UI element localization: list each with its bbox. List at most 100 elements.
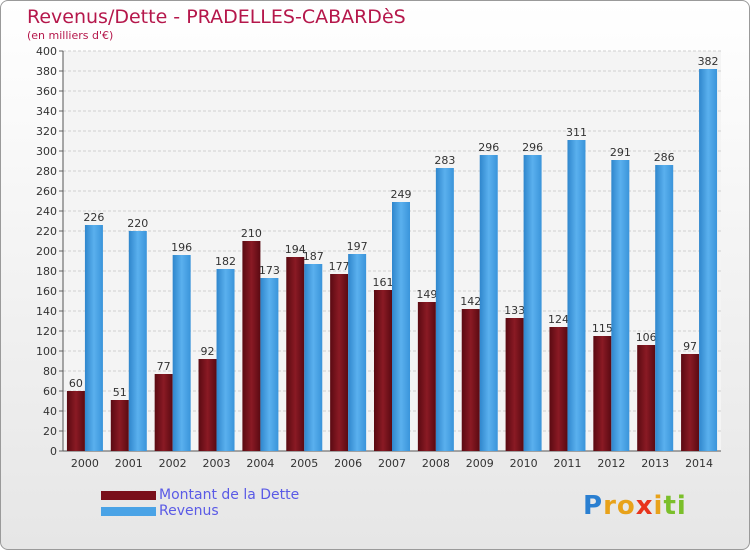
- data-label: 296: [478, 141, 499, 154]
- bar-revenus: [479, 155, 498, 451]
- data-label: 311: [566, 126, 587, 139]
- data-label: 187: [303, 250, 324, 263]
- legend-item-dette: Montant de la Dette: [101, 487, 299, 503]
- data-label: 210: [241, 227, 262, 240]
- logo-letter: i: [653, 491, 664, 521]
- logo-letter: i: [676, 491, 687, 521]
- data-label: 51: [113, 386, 127, 399]
- y-tick-label: 400: [36, 45, 57, 58]
- data-label: 196: [171, 241, 192, 254]
- y-tick-label: 40: [43, 405, 57, 418]
- x-tick-label: 2005: [290, 457, 318, 470]
- bar-revenus: [84, 225, 103, 451]
- data-label: 177: [329, 260, 350, 273]
- y-tick-label: 360: [36, 85, 57, 98]
- data-label: 220: [127, 217, 148, 230]
- x-tick-label: 2007: [378, 457, 406, 470]
- legend-item-revenus: Revenus: [101, 503, 299, 519]
- legend-swatch-dette: [101, 490, 156, 500]
- data-label: 97: [683, 340, 697, 353]
- data-label: 194: [285, 243, 306, 256]
- bar-dette: [154, 374, 173, 451]
- data-label: 291: [610, 146, 631, 159]
- bar-revenus: [523, 155, 542, 451]
- data-label: 296: [522, 141, 543, 154]
- bar-revenus: [260, 278, 279, 451]
- y-tick-label: 120: [36, 325, 57, 338]
- data-label: 92: [201, 345, 215, 358]
- data-label: 283: [434, 154, 455, 167]
- bar-dette: [593, 336, 612, 451]
- bar-revenus: [128, 231, 147, 451]
- y-tick-label: 140: [36, 305, 57, 318]
- bar-dette: [330, 274, 349, 451]
- data-label: 382: [698, 55, 719, 68]
- data-label: 115: [592, 322, 613, 335]
- data-label: 149: [416, 288, 437, 301]
- x-tick-label: 2011: [553, 457, 581, 470]
- data-label: 249: [391, 188, 412, 201]
- bar-revenus: [392, 202, 410, 451]
- data-label: 286: [654, 151, 675, 164]
- chart-title: Revenus/Dette - PRADELLES-CABARDèS: [27, 6, 406, 28]
- x-tick-label: 2014: [685, 457, 713, 470]
- logo-letter: o: [616, 491, 636, 521]
- y-tick-label: 300: [36, 145, 57, 158]
- bar-dette: [417, 302, 436, 451]
- bar-dette: [110, 400, 129, 451]
- data-label: 197: [347, 240, 368, 253]
- bar-dette: [681, 354, 700, 451]
- data-label: 124: [548, 313, 569, 326]
- bar-revenus: [348, 254, 367, 451]
- x-tick-label: 2000: [71, 457, 99, 470]
- y-tick-label: 320: [36, 125, 57, 138]
- x-tick-label: 2002: [159, 457, 187, 470]
- data-label: 106: [636, 331, 657, 344]
- bar-dette: [198, 359, 217, 451]
- bar-dette: [242, 241, 261, 451]
- logo-letter: t: [663, 491, 677, 521]
- data-label: 133: [504, 304, 525, 317]
- proxiti-logo: Proxiti: [583, 491, 687, 521]
- data-label: 60: [69, 377, 83, 390]
- data-label: 173: [259, 264, 280, 277]
- y-tick-label: 180: [36, 265, 57, 278]
- data-label: 226: [83, 211, 104, 224]
- bar-revenus: [304, 264, 323, 451]
- y-tick-label: 220: [36, 225, 57, 238]
- data-label: 182: [215, 255, 236, 268]
- chart-subtitle: (en milliers d'€): [27, 29, 114, 42]
- y-tick-label: 20: [43, 425, 57, 438]
- x-tick-label: 2004: [246, 457, 274, 470]
- bar-dette: [549, 327, 568, 451]
- y-tick-label: 280: [36, 165, 57, 178]
- y-tick-label: 380: [36, 65, 57, 78]
- y-tick-label: 60: [43, 385, 57, 398]
- bar-dette: [637, 345, 656, 451]
- bar-revenus: [611, 160, 630, 451]
- legend-label-dette: Montant de la Dette: [159, 487, 300, 503]
- logo-letter: r: [603, 491, 617, 521]
- x-tick-label: 2010: [510, 457, 538, 470]
- y-tick-label: 0: [50, 445, 57, 458]
- data-label: 77: [157, 360, 171, 373]
- x-tick-label: 2009: [466, 457, 494, 470]
- y-tick-label: 200: [36, 245, 57, 258]
- chart-legend: Montant de la Dette Revenus: [101, 487, 299, 519]
- x-tick-label: 2008: [422, 457, 450, 470]
- bar-revenus: [699, 69, 718, 451]
- x-tick-label: 2001: [115, 457, 143, 470]
- x-tick-label: 2013: [641, 457, 669, 470]
- bar-dette: [286, 257, 305, 451]
- y-tick-label: 100: [36, 345, 57, 358]
- bar-dette: [461, 309, 480, 451]
- y-tick-label: 160: [36, 285, 57, 298]
- bar-dette: [374, 290, 392, 451]
- logo-letter: x: [635, 491, 654, 521]
- bar-dette: [66, 391, 85, 451]
- y-tick-label: 340: [36, 105, 57, 118]
- y-tick-label: 80: [43, 365, 57, 378]
- legend-swatch-revenus: [101, 506, 156, 516]
- data-label: 142: [460, 295, 481, 308]
